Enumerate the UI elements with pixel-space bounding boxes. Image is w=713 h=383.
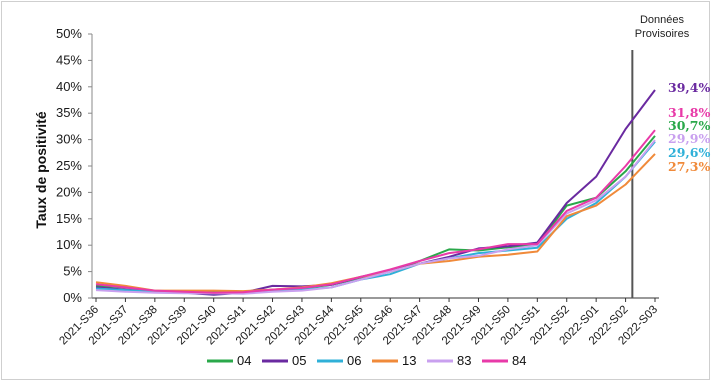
end-label-13: 27,3% <box>668 159 710 174</box>
provisional-note-line1: Données <box>640 14 685 26</box>
y-tick-label: 5% <box>63 264 82 279</box>
series-line-83 <box>95 139 656 295</box>
y-tick-label: 35% <box>56 105 82 120</box>
y-tick-label: 10% <box>56 237 82 252</box>
y-tick-label: 20% <box>56 184 82 199</box>
y-tick-label: 30% <box>56 132 82 147</box>
y-tick-label: 45% <box>56 52 82 67</box>
series-line-05 <box>95 89 656 296</box>
y-axis-label: Taux de positivité <box>33 111 49 228</box>
end-label-06: 29,6% <box>668 145 710 160</box>
legend-label-06: 06 <box>347 353 361 368</box>
legend-label-83: 83 <box>457 353 471 368</box>
series-line-84 <box>95 129 656 294</box>
y-tick-label: 0% <box>63 290 82 305</box>
end-label-04: 30,7% <box>668 118 710 133</box>
legend-label-13: 13 <box>402 353 416 368</box>
end-label-84: 31,8% <box>668 105 710 120</box>
end-label-83: 29,9% <box>668 131 710 146</box>
y-tick-label: 50% <box>56 26 82 41</box>
y-tick-label: 15% <box>56 211 82 226</box>
legend-label-04: 04 <box>237 353 251 368</box>
provisional-note-line2: Provisoires <box>635 28 690 40</box>
legend-label-05: 05 <box>292 353 306 368</box>
series-line-13 <box>95 153 656 293</box>
series-line-06 <box>95 141 656 295</box>
end-label-05: 39,4% <box>668 80 710 95</box>
legend-label-84: 84 <box>512 353 526 368</box>
y-tick-label: 40% <box>56 79 82 94</box>
y-tick-label: 25% <box>56 158 82 173</box>
